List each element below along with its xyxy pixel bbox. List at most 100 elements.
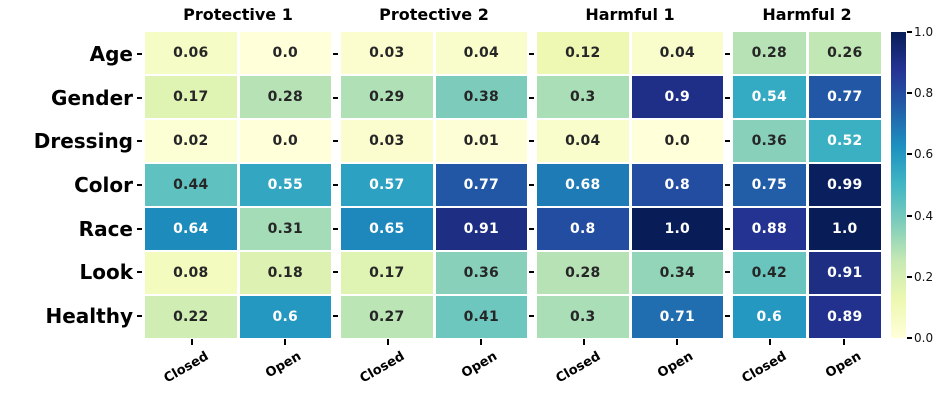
cell-value: 0.01 [463, 133, 499, 149]
heatmap-cell: 0.26 [808, 32, 881, 74]
colorbar-tick-label: 0.2 [914, 269, 934, 284]
heatmap-cell: 0.36 [435, 252, 527, 294]
y-tick [529, 96, 534, 99]
cell-value: 0.77 [827, 89, 863, 105]
heatmap-cell: 0.0 [631, 120, 723, 162]
y-tick [529, 140, 534, 143]
y-tick [529, 52, 534, 55]
x-tick [190, 339, 193, 345]
colorbar-tick [907, 275, 912, 278]
heatmap-cell: 0.01 [435, 120, 527, 162]
colorbar-tick-label: 0.6 [914, 147, 934, 162]
heatmap-cell: 0.03 [341, 120, 433, 162]
colorbar-tick [907, 337, 912, 339]
colorbar [891, 32, 906, 338]
panel-title: Harmful 2 [762, 5, 852, 24]
x-tick [843, 339, 845, 345]
cell-value: 0.42 [751, 265, 787, 281]
colorbar-tick-label: 0.0 [914, 331, 934, 345]
cell-value: 0.91 [463, 221, 499, 237]
heatmap-cell: 0.65 [341, 208, 433, 250]
y-tick [137, 96, 142, 99]
heatmap-cell: 0.0 [239, 32, 331, 74]
panel-title: Protective 2 [379, 5, 489, 24]
y-tick [725, 140, 730, 143]
cell-value: 0.12 [565, 45, 601, 61]
cell-value: 0.41 [463, 309, 499, 325]
y-tick [333, 227, 338, 230]
y-tick [529, 315, 534, 318]
cell-value: 0.28 [267, 89, 303, 105]
cell-value: 0.71 [659, 309, 695, 325]
cell-value: 0.34 [659, 265, 695, 281]
y-tick [725, 271, 730, 274]
cell-value: 0.29 [369, 89, 405, 105]
heatmap-cell: 0.02 [145, 120, 237, 162]
heatmap-cell: 0.3 [537, 296, 629, 338]
cell-value: 0.8 [664, 177, 690, 193]
cell-value: 0.04 [463, 45, 499, 61]
heatmap-cell: 0.68 [537, 164, 629, 206]
cell-value: 0.54 [751, 89, 787, 105]
y-tick [137, 184, 142, 186]
heatmap-panel: 0.12 0.04 0.3 0.9 0.04 0.0 0.68 0.8 0.8 1.0 0.28 0.… [537, 32, 723, 338]
y-tick [333, 52, 338, 55]
heatmap-cell: 0.41 [435, 296, 527, 338]
y-tick [725, 52, 730, 55]
cell-value: 0.55 [267, 177, 303, 193]
cell-value: 0.68 [565, 177, 601, 193]
cell-value: 0.18 [267, 265, 303, 281]
cell-value: 0.6 [756, 309, 782, 325]
cell-value: 0.88 [751, 221, 787, 237]
cell-value: 0.0 [664, 133, 690, 149]
colorbar-tick [907, 31, 912, 33]
colorbar-tick-label: 1.0 [914, 25, 934, 39]
x-tick [769, 339, 771, 345]
row-label: Gender [51, 85, 133, 110]
colorbar-tick [907, 92, 912, 95]
row-label: Color [74, 173, 133, 197]
cell-value: 0.36 [751, 133, 787, 149]
heatmap-cell: 0.99 [808, 164, 881, 206]
y-tick [137, 315, 142, 318]
y-tick [137, 271, 142, 274]
heatmap-cell: 0.55 [239, 164, 331, 206]
heatmap-cell: 0.29 [341, 76, 433, 118]
x-tick [283, 339, 286, 345]
panel-title: Harmful 1 [585, 5, 675, 24]
heatmap-cell: 0.64 [145, 208, 237, 250]
colorbar-tick-label: 0.8 [914, 86, 934, 101]
heatmap-cell: 0.31 [239, 208, 331, 250]
colorbar-tick [907, 214, 912, 217]
row-label: Age [89, 41, 133, 66]
cell-value: 0.27 [369, 309, 405, 325]
cell-value: 0.08 [173, 265, 209, 281]
heatmap-cell: 0.77 [808, 76, 881, 118]
heatmap-cell: 0.8 [631, 164, 723, 206]
heatmap-cell: 0.04 [631, 32, 723, 74]
heatmap-cell: 0.17 [145, 76, 237, 118]
cell-value: 0.3 [570, 89, 596, 105]
cell-value: 0.03 [369, 133, 405, 149]
x-tick-label: Open [655, 349, 696, 382]
y-tick [725, 315, 730, 318]
cell-value: 0.6 [272, 309, 298, 325]
y-tick [333, 184, 338, 186]
heatmap-cell: 0.28 [239, 76, 331, 118]
heatmap-cell: 0.77 [435, 164, 527, 206]
x-tick [582, 339, 585, 345]
x-tick-label: Closed [161, 349, 211, 387]
cell-value: 0.99 [827, 177, 863, 193]
y-tick [333, 271, 338, 274]
heatmap-cell: 0.04 [537, 120, 629, 162]
cell-value: 0.91 [827, 265, 863, 281]
heatmap-cell: 0.36 [733, 120, 806, 162]
cell-value: 0.38 [463, 89, 499, 105]
x-tick [675, 339, 678, 345]
x-tick-label: Open [263, 349, 304, 382]
heatmap-cell: 0.28 [537, 252, 629, 294]
row-label: Race [78, 216, 133, 241]
cell-value: 0.04 [565, 133, 601, 149]
cell-value: 0.44 [173, 177, 209, 193]
cell-value: 1.0 [832, 221, 858, 237]
